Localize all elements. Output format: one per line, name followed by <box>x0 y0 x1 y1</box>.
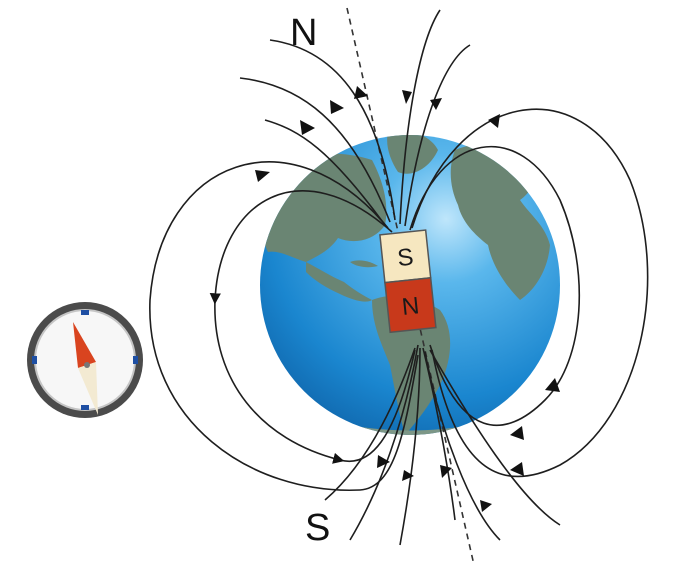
arrowhead <box>510 426 524 440</box>
compass-needle-north <box>73 322 96 368</box>
central-america-landmass <box>306 262 372 302</box>
arrowhead <box>255 170 270 182</box>
arrowhead <box>377 455 390 468</box>
magnet-top-label: S <box>396 244 415 273</box>
arrowhead <box>430 98 442 110</box>
geographic-south-label: S <box>305 507 330 549</box>
arrowhead <box>440 465 452 478</box>
compass-icon <box>27 302 143 418</box>
arrowhead <box>354 86 368 99</box>
field-lines-south <box>324 344 456 546</box>
magnet-bottom-label: N <box>401 292 421 321</box>
arrowhead <box>402 90 412 104</box>
magnetic-axis-line <box>346 7 475 566</box>
geographic-north-label: N <box>290 12 317 54</box>
arrowhead <box>510 462 524 476</box>
compass-needle-south <box>78 362 98 415</box>
greenland-landmass <box>387 135 438 174</box>
arrowhead <box>330 100 344 114</box>
arrowhead <box>488 114 500 128</box>
field-arrowheads <box>255 86 560 512</box>
bar-magnet: S N <box>379 229 437 334</box>
arrowhead <box>402 470 414 481</box>
field-lines-left <box>149 39 419 491</box>
arrowhead <box>300 120 315 135</box>
arrowhead <box>480 500 492 512</box>
arrowhead <box>545 378 560 392</box>
magnet-north-pole <box>384 276 437 334</box>
